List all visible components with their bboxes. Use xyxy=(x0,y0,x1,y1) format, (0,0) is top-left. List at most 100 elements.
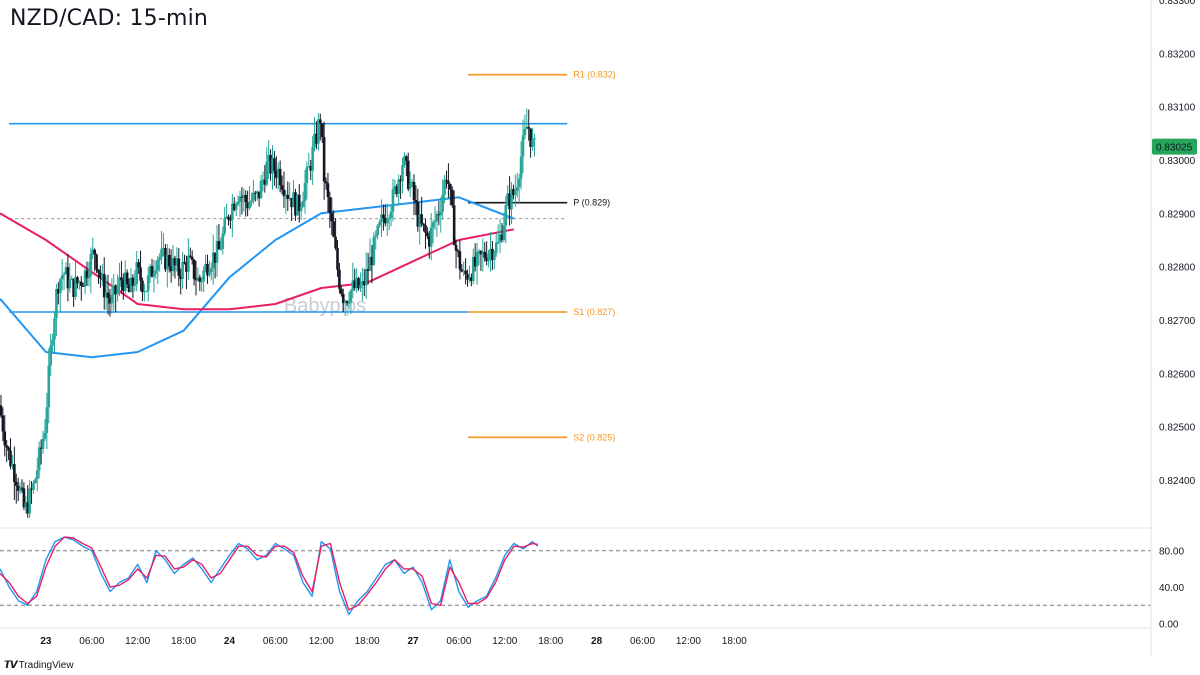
candle-body xyxy=(1,415,5,432)
candle-body xyxy=(120,277,123,281)
candle-body xyxy=(338,269,341,289)
candle-body xyxy=(487,253,490,262)
candle-body xyxy=(70,278,74,280)
candle-body xyxy=(66,267,70,289)
candle-body xyxy=(118,277,121,287)
candle-body xyxy=(35,470,39,480)
price-tick-label: 0.83300 xyxy=(1159,0,1196,7)
time-tick-label: 28 xyxy=(591,636,603,647)
candle-body xyxy=(426,232,429,237)
candle-body xyxy=(324,181,328,184)
candle-body xyxy=(307,166,311,168)
candle-body xyxy=(405,156,408,161)
candle-body xyxy=(45,407,49,433)
candle-body xyxy=(20,487,24,489)
candle-body xyxy=(209,268,213,273)
candle-body xyxy=(116,286,119,295)
time-tick-label: 18:00 xyxy=(355,636,380,647)
candle-body xyxy=(481,251,485,255)
candle-body xyxy=(286,194,290,200)
candle-body xyxy=(257,191,261,199)
candle-body xyxy=(250,200,253,203)
candle-body xyxy=(85,270,89,279)
candle-body xyxy=(441,194,444,212)
candle-body xyxy=(515,186,519,192)
time-tick-label: 12:00 xyxy=(309,636,334,647)
candle-body xyxy=(13,464,16,482)
candle-body xyxy=(454,244,458,251)
candle-body xyxy=(422,223,425,226)
candle-body xyxy=(273,158,276,171)
candle-body xyxy=(204,263,207,271)
candle-body xyxy=(179,275,183,279)
candle-body xyxy=(215,241,219,263)
candle-body xyxy=(519,156,523,179)
candle-body xyxy=(246,202,249,209)
candle-body xyxy=(0,405,3,416)
candle-body xyxy=(114,285,117,295)
candle-body xyxy=(296,194,299,216)
candle-body xyxy=(414,200,418,203)
candle-body xyxy=(473,256,477,267)
candle-body xyxy=(219,249,223,251)
time-tick-label: 23 xyxy=(40,636,52,647)
level-label: P (0.829) xyxy=(573,198,610,208)
candle-body xyxy=(376,225,379,236)
candle-body xyxy=(408,183,412,190)
candle-body xyxy=(26,502,30,514)
candle-body xyxy=(514,191,517,196)
candle-body xyxy=(74,277,77,297)
candle-body xyxy=(144,290,148,292)
candle-body xyxy=(332,221,335,237)
candle-body xyxy=(173,258,177,266)
candle-body xyxy=(456,250,460,252)
candle-body xyxy=(330,213,334,222)
time-tick-label: 06:00 xyxy=(446,636,471,647)
candle-body xyxy=(135,262,139,284)
candle-body xyxy=(437,214,441,216)
candle-body xyxy=(106,292,110,299)
candle-body xyxy=(263,179,267,185)
candle-body xyxy=(506,193,509,206)
price-tick-label: 0.83000 xyxy=(1159,156,1196,167)
moving-average-line xyxy=(0,196,515,359)
tradingview-branding[interactable]: 𝙏𝙑 TradingView xyxy=(4,660,74,671)
candle-body xyxy=(64,267,68,275)
candle-body xyxy=(393,186,397,190)
time-tick-label: 27 xyxy=(407,636,419,647)
candle-body xyxy=(146,275,150,291)
candle-body xyxy=(502,225,506,240)
oscillator-line xyxy=(0,536,539,616)
candle-body xyxy=(477,251,481,253)
candle-body xyxy=(253,192,257,194)
oscillator-pane xyxy=(0,536,1151,616)
candle-body xyxy=(162,248,165,250)
candle-body xyxy=(410,181,414,184)
candle-body xyxy=(370,256,374,265)
candle-body xyxy=(213,252,217,263)
candle-body xyxy=(464,270,467,275)
candle-body xyxy=(236,201,240,205)
candle-body xyxy=(108,298,112,304)
branding-label: TradingView xyxy=(18,660,74,671)
candle-body xyxy=(353,280,357,288)
candle-body xyxy=(284,194,288,197)
candle-body xyxy=(443,179,446,195)
candle-body xyxy=(512,189,515,196)
candle-body xyxy=(240,196,244,198)
level-label: S2 (0.825) xyxy=(573,432,615,442)
candle-body xyxy=(91,249,95,254)
candle-body xyxy=(334,236,337,249)
candle-body xyxy=(122,280,125,291)
candle-body xyxy=(355,278,358,288)
candle-body xyxy=(11,464,14,467)
candle-body xyxy=(359,284,362,289)
candle-body xyxy=(385,218,389,224)
candle-body xyxy=(523,129,527,136)
candle-body xyxy=(347,302,351,304)
candle-body xyxy=(431,222,435,228)
candle-body xyxy=(223,218,226,234)
candle-body xyxy=(493,253,496,261)
candle-body xyxy=(311,147,314,171)
